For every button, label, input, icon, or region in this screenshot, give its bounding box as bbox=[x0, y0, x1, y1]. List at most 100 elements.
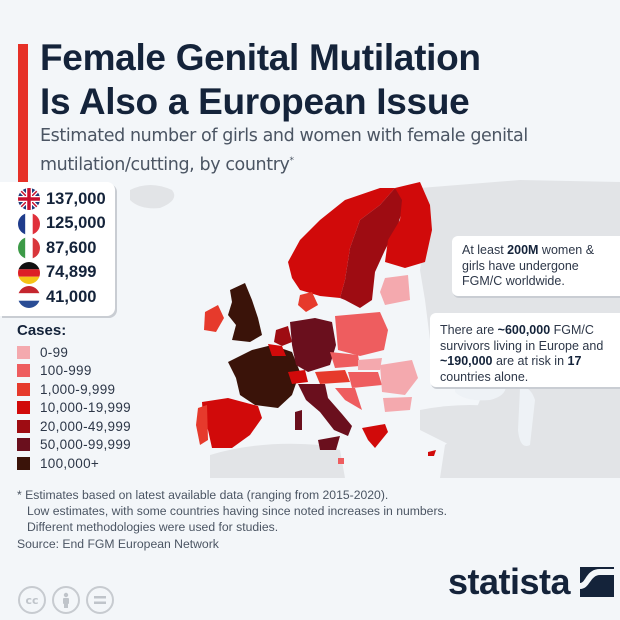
legend-label: 50,000-99,999 bbox=[40, 437, 131, 453]
callout-highlight: 17 bbox=[567, 354, 582, 368]
title-line-2: Is Also a European Issue bbox=[40, 81, 470, 122]
denmark bbox=[298, 292, 318, 312]
footnote: * Estimates based on latest available da… bbox=[17, 487, 447, 535]
callout-text: FGM/C survivors living in Europe and bbox=[440, 323, 604, 353]
top-country-value: 137,000 bbox=[46, 189, 106, 208]
legend-item: 100-999 bbox=[17, 362, 131, 381]
legend-item: 10,000-19,999 bbox=[17, 399, 131, 418]
legend-label: 20,000-49,999 bbox=[40, 418, 131, 434]
malta bbox=[338, 458, 344, 464]
top-country-row: 87,600 bbox=[18, 236, 115, 261]
statista-mark-icon bbox=[580, 567, 615, 597]
title-accent-bar bbox=[18, 44, 28, 196]
callout-text: At least bbox=[462, 243, 508, 257]
uk-flag-icon bbox=[18, 188, 40, 211]
croatia bbox=[335, 388, 362, 410]
callout-text: countries alone. bbox=[440, 369, 529, 384]
portugal bbox=[196, 405, 208, 445]
spain bbox=[202, 398, 262, 448]
legend-label: 100-999 bbox=[40, 363, 92, 379]
legend-swatch bbox=[17, 364, 30, 378]
license-icons: cc bbox=[18, 586, 114, 614]
top-country-value: 87,600 bbox=[46, 238, 97, 257]
greece bbox=[362, 424, 388, 448]
hungary bbox=[348, 372, 382, 388]
poland bbox=[335, 312, 388, 356]
legend-swatch bbox=[17, 401, 30, 415]
attribution-icon[interactable] bbox=[52, 586, 80, 614]
legend-swatch bbox=[17, 419, 30, 433]
germany bbox=[290, 318, 336, 372]
title-line-1: Female Genital Mutilation bbox=[40, 37, 481, 78]
baltics bbox=[380, 275, 410, 305]
bulgaria bbox=[383, 397, 412, 412]
legend-swatch bbox=[17, 345, 30, 359]
subtitle: Estimated number of girls and women with… bbox=[40, 124, 615, 178]
creative-commons-icon[interactable]: cc bbox=[18, 586, 46, 614]
sicily bbox=[318, 436, 340, 450]
cyprus bbox=[428, 450, 436, 456]
brand-name: statista bbox=[448, 561, 571, 602]
norway bbox=[288, 188, 395, 298]
legend-swatch bbox=[17, 456, 30, 470]
romania bbox=[380, 360, 418, 395]
sweden bbox=[340, 188, 405, 308]
callout-highlight: ~600,000 bbox=[497, 323, 551, 337]
legend-item: 0-99 bbox=[17, 343, 131, 362]
legend-label: 0-99 bbox=[40, 344, 69, 360]
callout-europe: There are ~600,000 FGM/C survivors livin… bbox=[430, 313, 620, 387]
callout-text: There are bbox=[440, 323, 498, 337]
callout-text: women & girls have undergone FGM/C world… bbox=[462, 243, 595, 288]
callout-worldwide: At least 200M women & girls have undergo… bbox=[452, 236, 620, 296]
germany-flag-icon bbox=[18, 261, 40, 284]
legend-item: 20,000-49,999 bbox=[17, 417, 131, 436]
legend-swatch bbox=[17, 438, 30, 452]
top-country-row: 125,000 bbox=[18, 212, 115, 237]
belgium bbox=[268, 344, 286, 356]
legend-label: 1,000-9,999 bbox=[40, 381, 116, 397]
iceland-land bbox=[130, 185, 175, 209]
north-africa-land bbox=[210, 443, 345, 478]
netherlands-flag-icon bbox=[18, 286, 40, 309]
footnote-line: * Estimates based on latest available da… bbox=[17, 488, 389, 502]
footnote-line: Different methodologies were used for st… bbox=[27, 520, 279, 534]
statista-logo[interactable]: statista bbox=[448, 561, 615, 603]
top-country-value: 41,000 bbox=[46, 287, 97, 306]
callout-highlight: 200M bbox=[507, 243, 539, 257]
source-text: Source: End FGM European Network bbox=[17, 537, 219, 551]
netherlands bbox=[274, 326, 292, 346]
slovakia bbox=[358, 358, 382, 370]
page-title: Female Genital Mutilation Is Also a Euro… bbox=[40, 36, 481, 124]
top-country-row: 137,000 bbox=[18, 187, 115, 212]
legend-label: 100,000+ bbox=[40, 455, 100, 471]
subtitle-footnote-mark: * bbox=[289, 156, 294, 166]
subtitle-text: Estimated number of girls and women with… bbox=[40, 126, 528, 175]
turkey-land bbox=[420, 405, 540, 445]
ireland bbox=[204, 305, 224, 332]
france-flag-icon bbox=[18, 212, 40, 235]
legend-item: 100,000+ bbox=[17, 454, 131, 473]
sardinia bbox=[295, 410, 302, 430]
callout-highlight: ~190,000 bbox=[440, 354, 493, 368]
caspian-sea bbox=[518, 387, 535, 446]
legend-title: Cases: bbox=[17, 322, 67, 339]
legend-swatch bbox=[17, 382, 30, 396]
italy-flag-icon bbox=[18, 237, 40, 260]
callout-text: are at risk in bbox=[492, 354, 568, 368]
legend-item: 50,000-99,999 bbox=[17, 436, 131, 455]
united-kingdom bbox=[228, 283, 262, 342]
no-derivatives-icon[interactable] bbox=[86, 586, 114, 614]
top-country-row: 74,899 bbox=[18, 261, 115, 286]
legend: Cases: 0-99 100-999 1,000-9,999 10,000-1… bbox=[17, 322, 131, 473]
footnote-line: Low estimates, with some countries havin… bbox=[27, 504, 447, 518]
italy bbox=[298, 384, 352, 436]
top-country-value: 74,899 bbox=[46, 263, 97, 282]
legend-label: 10,000-19,999 bbox=[40, 400, 131, 416]
top-country-row: 41,000 bbox=[18, 285, 115, 310]
legend-item: 1,000-9,999 bbox=[17, 380, 131, 399]
top-countries-panel: 137,000 125,000 87,600 74,899 41,000 bbox=[0, 182, 115, 316]
czechia bbox=[330, 352, 360, 368]
finland bbox=[385, 182, 432, 268]
switzerland bbox=[288, 370, 308, 384]
austria bbox=[315, 370, 350, 384]
